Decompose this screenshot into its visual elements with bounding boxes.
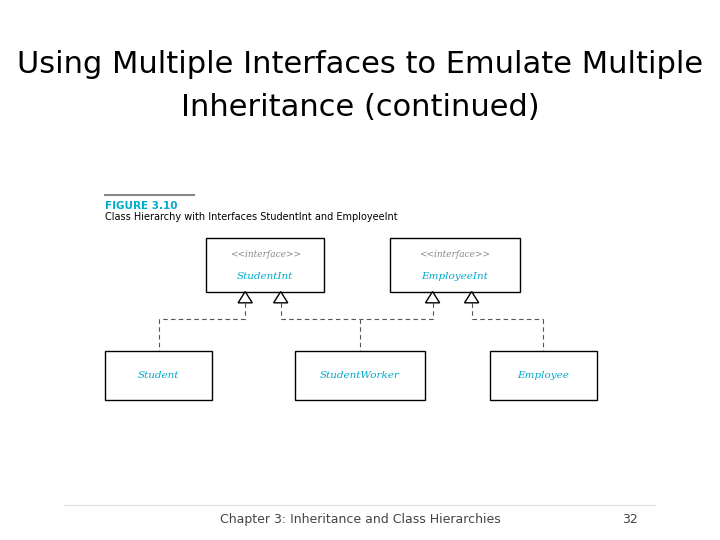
FancyBboxPatch shape: [295, 351, 425, 400]
Text: Using Multiple Interfaces to Emulate Multiple: Using Multiple Interfaces to Emulate Mul…: [17, 50, 703, 79]
Polygon shape: [238, 292, 252, 303]
Text: 32: 32: [622, 513, 638, 526]
Text: Inheritance (continued): Inheritance (continued): [181, 93, 539, 123]
Polygon shape: [464, 292, 479, 303]
Text: Chapter 3: Inheritance and Class Hierarchies: Chapter 3: Inheritance and Class Hierarc…: [220, 513, 500, 526]
Text: StudentWorker: StudentWorker: [320, 371, 400, 380]
Polygon shape: [426, 292, 440, 303]
Text: Student: Student: [138, 371, 179, 380]
Text: EmployeeInt: EmployeeInt: [421, 272, 488, 281]
Text: StudentInt: StudentInt: [237, 272, 294, 281]
FancyBboxPatch shape: [106, 351, 212, 400]
FancyBboxPatch shape: [390, 238, 520, 292]
FancyBboxPatch shape: [490, 351, 597, 400]
Polygon shape: [274, 292, 288, 303]
Text: <<interface>>: <<interface>>: [419, 251, 490, 259]
Text: <<interface>>: <<interface>>: [230, 251, 301, 259]
FancyBboxPatch shape: [206, 238, 325, 292]
Text: FIGURE 3.10: FIGURE 3.10: [106, 201, 178, 211]
Text: Class Hierarchy with Interfaces StudentInt and EmployeeInt: Class Hierarchy with Interfaces StudentI…: [106, 212, 398, 222]
Text: Employee: Employee: [518, 371, 570, 380]
